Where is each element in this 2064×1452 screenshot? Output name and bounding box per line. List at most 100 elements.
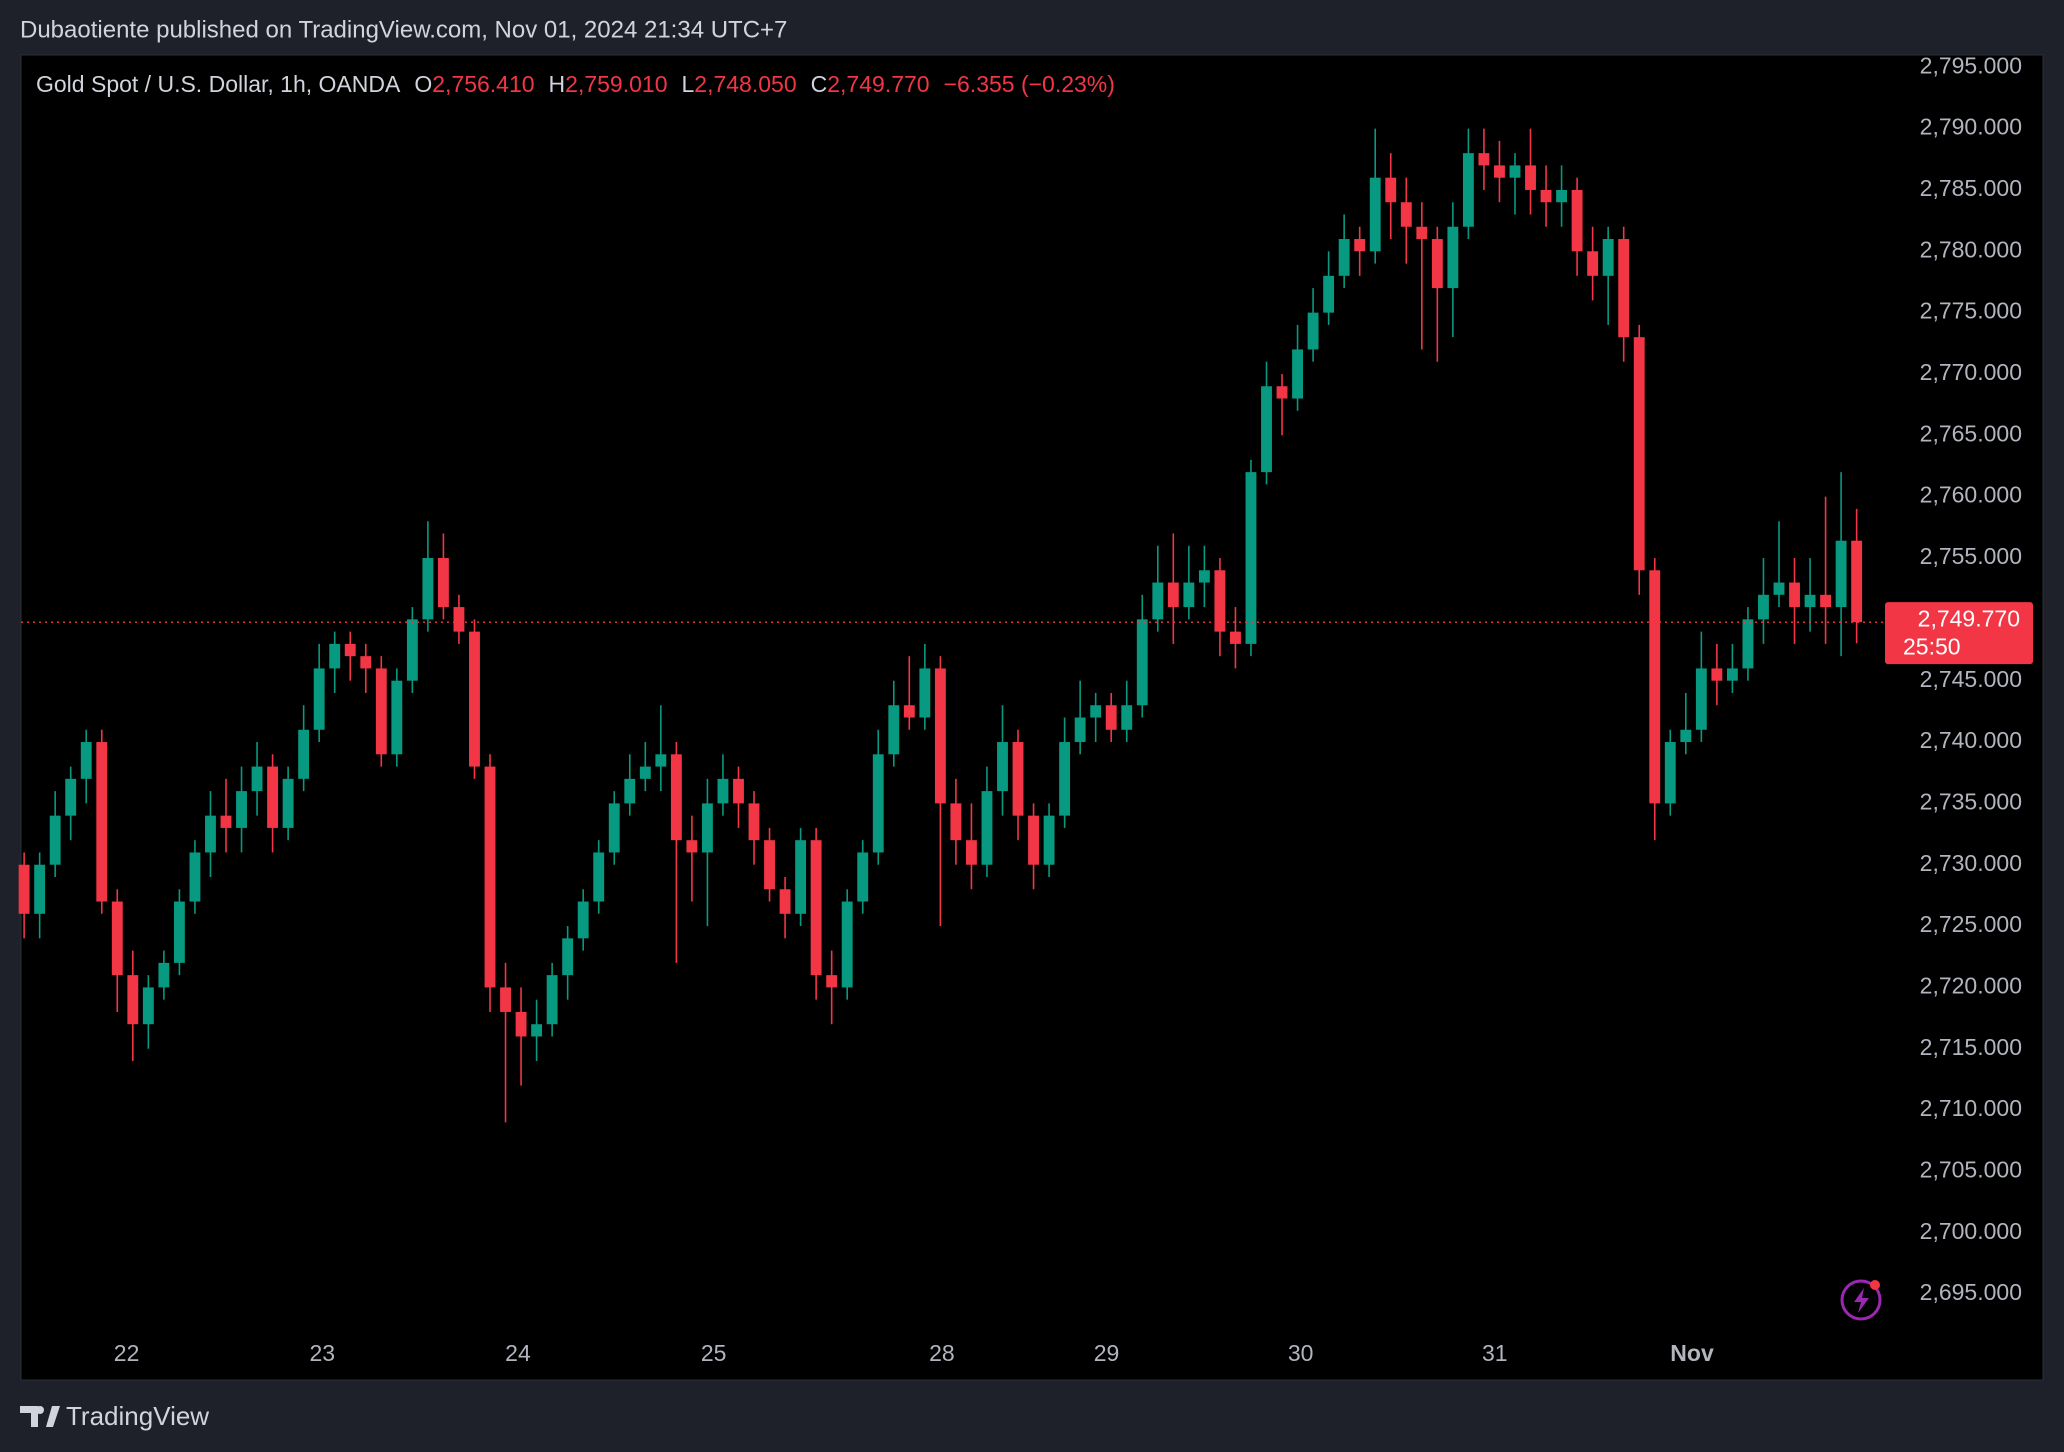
candle-body: [1276, 386, 1288, 399]
candle-body: [1571, 189, 1583, 252]
y-tick-label: 2,710.000: [1920, 1095, 2022, 1121]
candle-body: [1245, 472, 1257, 644]
y-tick-label: 2,695.000: [1920, 1279, 2022, 1305]
candle-body: [1773, 582, 1785, 595]
candle-body: [1354, 239, 1366, 252]
candle-body: [934, 668, 946, 804]
candle-body: [1835, 540, 1847, 608]
candle-body: [437, 558, 449, 608]
candle-body: [406, 619, 418, 681]
candle-body: [1478, 153, 1490, 166]
candle-body: [1758, 594, 1769, 620]
candle-body: [670, 754, 682, 841]
candle-body: [997, 742, 1008, 792]
candle-body: [1136, 619, 1148, 706]
candle-body: [267, 766, 279, 828]
candle-body: [686, 840, 698, 853]
candle-body: [1183, 582, 1195, 608]
candle-body: [1556, 189, 1568, 203]
candle-body: [1198, 570, 1210, 583]
candle-body: [872, 754, 884, 853]
y-tick-label: 2,730.000: [1920, 850, 2022, 876]
legend-key: O: [414, 71, 432, 97]
candle-body: [562, 938, 574, 976]
x-tick-label: 30: [1288, 1340, 1314, 1366]
candle-body: [111, 901, 123, 976]
candle-body: [748, 803, 760, 841]
candle-body: [329, 643, 341, 669]
candle-body: [779, 889, 791, 914]
candle-body: [65, 778, 77, 816]
y-tick-label: 2,720.000: [1920, 972, 2022, 998]
candle-body: [453, 607, 465, 632]
candle-body: [1462, 153, 1474, 227]
legend-key: C: [811, 71, 828, 97]
candle-body: [888, 705, 900, 755]
candle-body: [1230, 631, 1241, 644]
candle-body: [34, 864, 46, 914]
candle-body: [391, 680, 403, 755]
candle-body: [1323, 275, 1335, 313]
candle-body: [810, 840, 822, 976]
y-tick-label: 2,785.000: [1920, 175, 2022, 201]
candle-body: [1587, 251, 1599, 276]
y-tick-label: 2,795.000: [1920, 52, 2022, 78]
candle-body: [1509, 165, 1521, 178]
candle-body: [919, 668, 931, 718]
candle-body: [1292, 349, 1303, 399]
candle-body: [205, 815, 216, 853]
candle-body: [1618, 239, 1630, 338]
candle-body: [49, 815, 61, 865]
y-tick-label: 2,775.000: [1920, 298, 2022, 324]
candle-body: [1447, 226, 1459, 289]
candle-body: [1400, 202, 1412, 227]
candle-body: [142, 987, 154, 1025]
y-tick-label: 2,755.000: [1920, 543, 2022, 569]
candle-body: [1431, 239, 1443, 289]
candle-body: [826, 975, 838, 988]
candle-body: [717, 778, 729, 804]
price-tag: [1885, 602, 2033, 665]
candle-body: [515, 1011, 527, 1037]
candle-body: [220, 815, 232, 828]
y-tick-label: 2,790.000: [1920, 114, 2022, 140]
candle-body: [1742, 619, 1754, 669]
candle-body: [158, 962, 170, 988]
candle-body: [1043, 815, 1055, 865]
candle-body: [1074, 717, 1086, 743]
candle-body: [344, 643, 356, 657]
candle-body: [173, 901, 185, 963]
legend-value: 2,759.010: [565, 71, 667, 97]
candle-body: [1152, 582, 1164, 620]
candle-body: [1167, 582, 1179, 608]
candle-body: [1105, 705, 1117, 730]
candle-body: [1307, 312, 1319, 350]
y-tick-label: 2,705.000: [1920, 1157, 2022, 1183]
legend-key: L: [682, 71, 695, 97]
symbol: Gold Spot / U.S. Dollar, 1h, OANDA: [36, 71, 401, 97]
candle-body: [1525, 165, 1536, 190]
candle-body: [1090, 705, 1102, 718]
candle-body: [1602, 239, 1614, 276]
candle-body: [298, 729, 310, 779]
x-tick-label: 25: [701, 1340, 727, 1366]
candle-body: [577, 901, 589, 939]
candle-body: [608, 803, 620, 853]
candle-body: [1649, 570, 1661, 804]
brand-logo: [20, 1406, 60, 1427]
candle-body: [857, 852, 869, 902]
candle-body: [841, 901, 853, 988]
icon-bolt: [1854, 1288, 1869, 1313]
candle-body: [251, 766, 263, 792]
candle-body: [1338, 239, 1350, 276]
x-tick-label: 24: [505, 1340, 531, 1366]
candle-body: [1059, 742, 1071, 816]
candle-body: [469, 631, 480, 767]
candle-body: [1680, 729, 1692, 743]
candle-body: [655, 754, 667, 767]
candle-body: [593, 852, 605, 902]
y-tick-label: 2,780.000: [1920, 236, 2022, 262]
x-tick-label: 31: [1482, 1340, 1508, 1366]
candle-body: [764, 840, 775, 890]
